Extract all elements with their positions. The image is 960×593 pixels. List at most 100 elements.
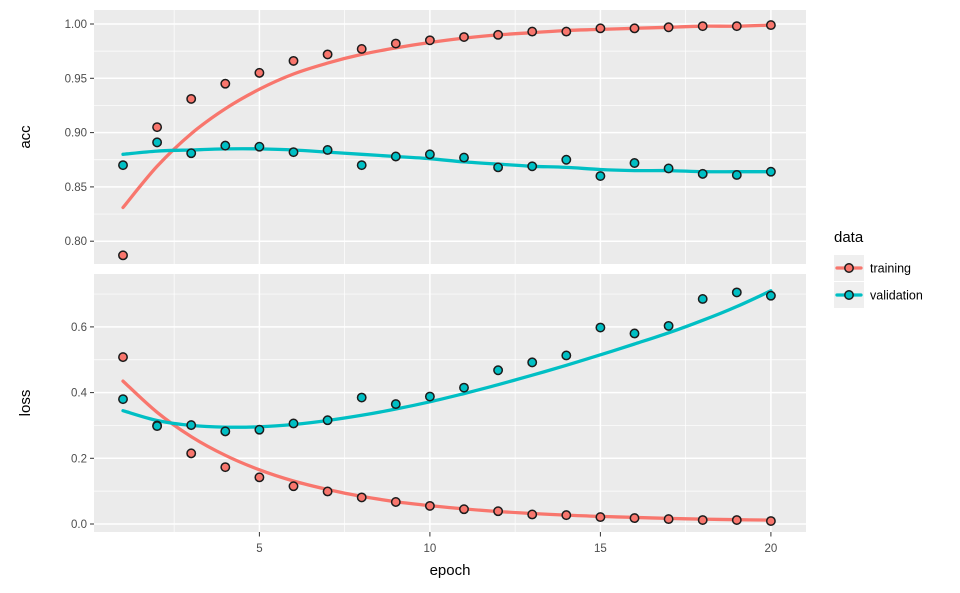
data-point [152,137,163,148]
data-point [288,418,299,429]
data-point [220,140,231,151]
validation-points-acc [118,137,776,181]
data-point [186,448,197,459]
data-point [220,426,231,437]
data-point [561,26,572,37]
x-tick-label: 10 [424,543,437,555]
data-point [186,148,197,159]
data-point [288,55,299,66]
data-point [118,250,128,261]
x-tick-label: 5 [256,543,262,555]
data-point [322,415,333,426]
legend-label: validation [870,289,923,303]
data-point [390,151,401,162]
legend-title: data [834,229,864,246]
y-tick-label: 0.0 [71,519,87,531]
data-point [220,78,231,89]
legend-item-validation: validation [834,282,923,308]
data-point [731,21,742,32]
y-tick-label: 0.95 [65,73,87,85]
data-point [663,320,674,331]
y-tick-label: 0.90 [65,128,87,140]
data-point [731,287,742,298]
training-points-acc [118,20,776,261]
y-tick-label: 0.85 [65,182,87,194]
data-point [595,512,606,523]
data-point [527,161,538,172]
data-point [697,515,708,526]
data-point [118,160,128,171]
data-point [629,513,640,524]
validation-smooth-line-loss [121,289,773,429]
data-point [254,141,265,152]
data-point [186,93,197,104]
data-point [527,357,538,368]
legend-label: training [870,262,911,276]
data-point [288,147,299,158]
legend-key-point [844,290,854,300]
data-point [322,145,333,155]
data-point [424,149,435,160]
y-axis-loss: 0.6 0.4 0.2 0.0 loss [17,322,94,531]
training-points-loss [118,352,776,526]
panel-acc [94,10,806,264]
data-point [424,500,435,511]
legend-key-point [844,263,854,273]
y-axis-acc: 1.00 0.95 0.90 0.85 0.80 acc [17,19,94,248]
data-point [595,23,606,34]
y-tick-label: 1.00 [65,19,87,31]
data-point [561,510,572,521]
acc-axis-title: acc [17,125,34,149]
data-point [390,497,401,507]
data-point [527,26,538,37]
data-point [663,163,674,174]
data-point [629,328,640,339]
panel-background-loss [94,274,806,532]
data-point [288,481,299,492]
y-tick-label: 0.80 [65,236,87,248]
data-point [390,399,401,410]
data-point [765,516,776,526]
y-tick-label: 0.4 [71,388,88,400]
data-point [527,509,538,520]
x-tick-label: 20 [765,543,778,555]
data-point [629,158,640,168]
epoch-axis-title: epoch [430,562,471,579]
y-tick-label: 0.6 [71,322,87,334]
data-point [152,122,163,133]
gridlines-acc [94,10,806,264]
data-point [118,394,128,405]
data-point [322,486,333,497]
legend-item-training: training [834,255,911,281]
data-point [356,160,367,171]
data-point [765,166,776,177]
y-tick-label: 0.2 [71,453,87,465]
data-point [493,365,504,376]
data-point [493,29,504,40]
data-point [220,462,231,473]
data-point [765,20,776,31]
panel-loss [94,274,806,532]
data-point [322,49,333,60]
data-point [493,506,504,517]
data-point [254,472,265,483]
loss-axis-title: loss [17,390,34,417]
data-point [595,322,606,333]
data-point [459,152,469,163]
data-point [629,23,640,34]
x-tick-label: 15 [594,543,607,555]
data-point [731,515,742,526]
data-point [697,294,708,304]
data-layer-acc [118,20,776,261]
data-point [356,392,367,403]
x-axis: 5 10 15 20 epoch [256,532,777,579]
data-point [697,21,708,32]
data-point [459,504,469,515]
panel-background-acc [94,10,806,264]
data-point [356,44,367,54]
data-point [459,382,469,393]
data-point [254,67,265,78]
legend: data training validation [834,229,923,308]
data-point [663,514,674,525]
